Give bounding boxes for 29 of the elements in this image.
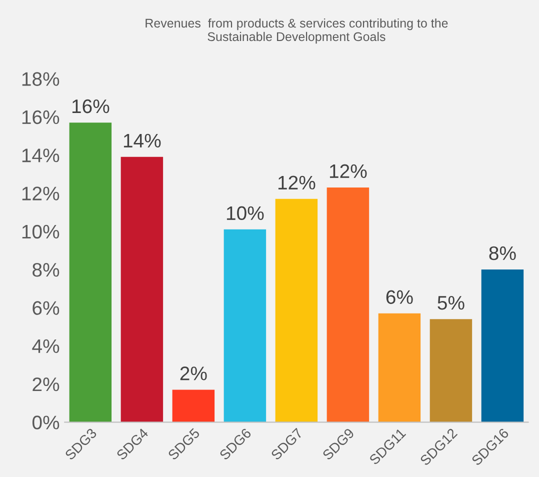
bar [430, 319, 472, 422]
data-label: 16% [72, 99, 110, 114]
y-tick-label: 12% [22, 186, 60, 200]
bar [69, 122, 112, 422]
y-tick-label: 4% [32, 339, 60, 353]
y-tick-label: 18% [22, 72, 60, 86]
y-tick-label: 6% [32, 301, 60, 315]
data-label: 12% [330, 164, 367, 178]
data-label: 8% [489, 246, 516, 260]
bar [326, 187, 370, 422]
bar [378, 313, 421, 422]
y-tick-label: 0% [32, 416, 60, 430]
data-label: 5% [438, 296, 464, 310]
bar [224, 229, 266, 422]
bar [120, 156, 164, 422]
y-tick-label: 8% [32, 262, 60, 277]
y-tick-label: 10% [22, 224, 60, 239]
data-label: 6% [386, 290, 413, 304]
y-tick-label: 14% [22, 148, 60, 162]
data-label: 10% [226, 206, 264, 220]
chart-title: Revenues from products & services contributing to the Sustainable Development Goals [146, 18, 448, 44]
data-label: 14% [124, 134, 161, 148]
y-tick-label: 2% [32, 377, 60, 392]
bar [275, 198, 318, 422]
y-tick-label: 16% [22, 110, 60, 124]
data-label: 2% [180, 366, 207, 380]
bar [481, 270, 524, 422]
bar [172, 390, 215, 422]
data-label: 12% [278, 176, 316, 190]
